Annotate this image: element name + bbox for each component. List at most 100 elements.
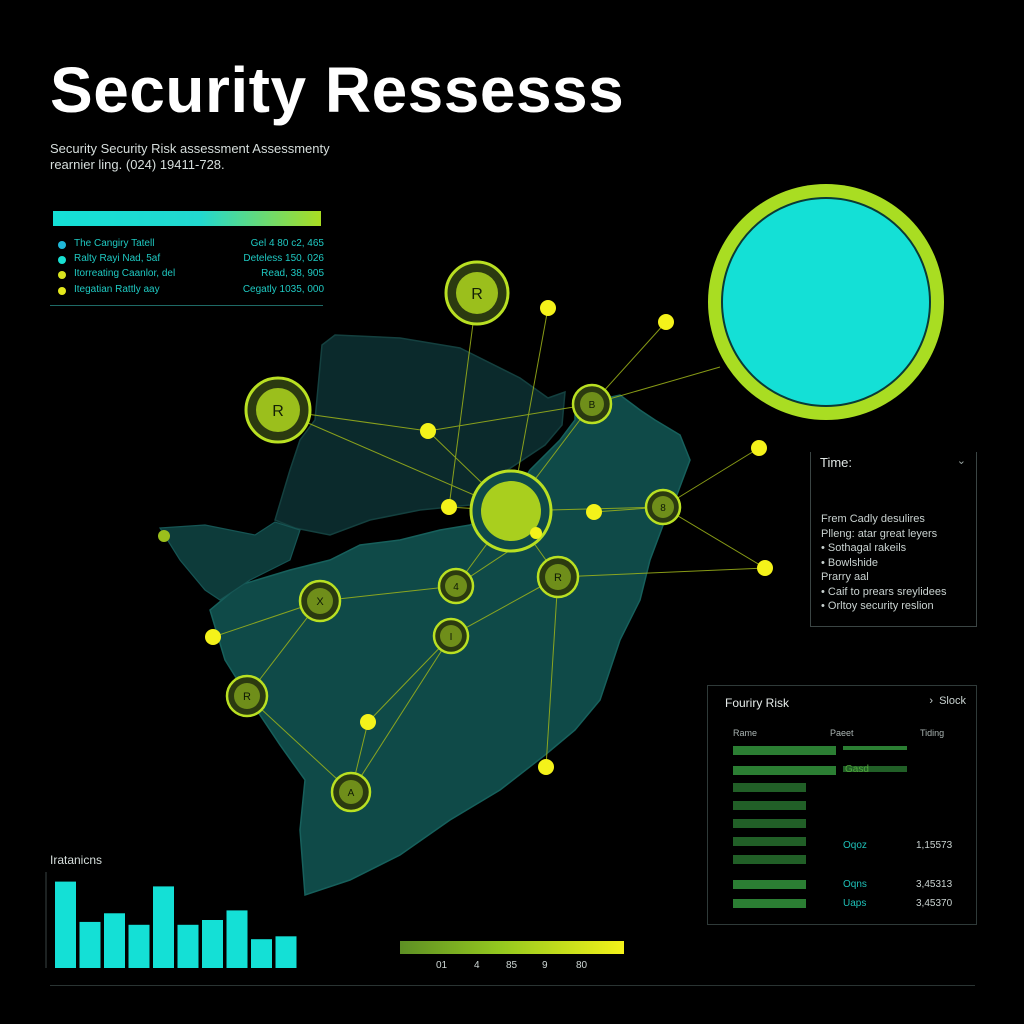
legend-dot-icon — [58, 271, 66, 279]
risk-bar — [733, 880, 806, 889]
time-panel-item: • Orltoy security reslion — [821, 600, 934, 612]
node-r-southwest[interactable]: R — [225, 674, 269, 718]
node-a-south[interactable]: A — [330, 771, 372, 813]
risk-panel-title: Fouriry Risk — [725, 696, 790, 710]
legend-item-value: Cegatly 1035, 000 — [242, 284, 324, 295]
legend-item-label: Ralty Rayi Nad, 5af — [74, 253, 161, 264]
scale-tick-label: 85 — [506, 960, 518, 971]
time-panel-item: Prarry aal — [821, 571, 869, 583]
legend-item[interactable]: Ralty Rayi Nad, 5af Deteless 150, 026 — [56, 253, 324, 268]
risk-bar — [733, 766, 836, 775]
node-label: R — [554, 572, 562, 584]
column-header[interactable]: Paeet — [830, 728, 854, 738]
node-label: B — [589, 400, 596, 411]
interactions-bar[interactable] — [55, 881, 76, 968]
legend-item[interactable]: Itegatian Rattly aay Cegatly 1035, 000 — [56, 284, 324, 299]
interactions-bar[interactable] — [79, 921, 101, 968]
legend-item-label: The Cangiry Tatell — [74, 238, 155, 249]
chevron-down-icon[interactable]: ⌄ — [956, 455, 966, 467]
network-point — [360, 714, 376, 730]
legend-item-value: Deteless 150, 026 — [243, 253, 324, 264]
risk-scale-bar[interactable] — [400, 941, 624, 954]
interactions-bar[interactable] — [226, 910, 248, 968]
risk-row-label: Oqns — [843, 879, 867, 890]
network-point — [420, 423, 436, 439]
legend-item-label: Itegatian Rattly aay — [74, 284, 160, 295]
time-panel-title: Time: — [820, 455, 853, 470]
risk-bar — [733, 819, 806, 828]
network-point — [158, 530, 170, 542]
node-i[interactable]: I — [432, 617, 470, 655]
time-panel-item: Frem Cadly desulires — [821, 513, 925, 525]
risk-row-value: 3,45370 — [916, 898, 953, 909]
interactions-bar[interactable] — [153, 886, 174, 968]
legend-dot-icon — [58, 256, 66, 264]
interactions-bar[interactable] — [275, 936, 297, 968]
page-title: Security Ressesss — [50, 54, 625, 126]
page-subtitle: Security Security Risk assessment Assess… — [50, 141, 330, 156]
network-point — [751, 440, 767, 456]
interactions-bar[interactable] — [177, 924, 199, 968]
network-point — [658, 314, 674, 330]
map-region-west — [158, 521, 301, 601]
stock-label: Slock — [939, 695, 966, 707]
node-x[interactable]: X — [298, 579, 342, 623]
legend-gradient-bar — [53, 211, 321, 226]
scale-tick-label: 01 — [436, 960, 448, 971]
node-b-north[interactable]: B — [571, 383, 613, 425]
legend-item[interactable]: The Cangiry Tatell Gel 4 80 c2, 465 — [56, 238, 324, 253]
node-r-top[interactable]: R — [444, 260, 510, 326]
risk-row-label: Gasd — [845, 764, 869, 775]
node-8-east[interactable]: 8 — [644, 488, 682, 526]
interactions-bar[interactable] — [104, 913, 125, 968]
time-panel[interactable]: Time: ⌄ Frem Cadly desulires Plleng: ata… — [810, 452, 977, 627]
legend-dot-icon — [58, 287, 66, 295]
node-label: 4 — [453, 582, 459, 593]
interactions-bar[interactable] — [251, 939, 272, 968]
interactions-bar-chart[interactable] — [45, 872, 301, 968]
footer-divider — [50, 985, 975, 986]
scale-tick-label: 80 — [576, 960, 588, 971]
risk-row-value: 3,45313 — [916, 879, 953, 890]
scale-tick-label: 9 — [542, 960, 548, 971]
risk-bar — [733, 746, 836, 755]
interactions-bar[interactable] — [202, 920, 223, 968]
central-hub-core — [481, 481, 541, 541]
node-label: X — [316, 596, 324, 608]
node-label: R — [471, 286, 483, 303]
risk-bar — [733, 783, 806, 792]
network-points[interactable] — [158, 300, 773, 775]
node-4[interactable]: 4 — [437, 567, 475, 605]
column-header[interactable]: Rame — [733, 728, 758, 738]
network-point — [441, 499, 457, 515]
node-label: 8 — [660, 503, 666, 514]
risk-bar — [843, 746, 907, 750]
risk-bar — [843, 766, 907, 772]
node-r-east[interactable]: R — [536, 555, 580, 599]
network-point — [205, 629, 221, 645]
interactions-label: Iratanicns — [50, 853, 103, 867]
column-header[interactable]: Tiding — [920, 728, 945, 738]
risk-summary-circle-inner — [721, 197, 931, 407]
node-label: I — [450, 632, 453, 643]
network-point — [757, 560, 773, 576]
node-r-west[interactable]: R — [244, 376, 312, 444]
risk-bar — [733, 899, 806, 908]
node-label: A — [348, 788, 355, 799]
legend-item-value: Gel 4 80 c2, 465 — [250, 238, 324, 249]
risk-row-label: Oqoz — [843, 840, 867, 851]
time-panel-item: • Sothagal rakeils — [821, 542, 907, 554]
stock-link[interactable]: › Slock — [929, 695, 966, 707]
legend-item[interactable]: Itorreating Caanlor, del Read, 38, 905 — [56, 268, 324, 283]
time-panel-item: • Bowlshide — [821, 556, 879, 569]
legend-divider — [50, 305, 323, 306]
network-point — [540, 300, 556, 316]
legend-dot-icon — [58, 241, 66, 249]
page-subtitle-detail: rearnier ling. (024) 19411-728. — [50, 157, 225, 172]
network-point — [586, 504, 602, 520]
country-risk-panel[interactable]: Fouriry Risk › Slock Rame Paeet Tiding G… — [707, 685, 977, 925]
legend-item-value: Read, 38, 905 — [261, 268, 324, 279]
risk-bar — [733, 801, 806, 810]
interactions-bar[interactable] — [128, 924, 150, 968]
